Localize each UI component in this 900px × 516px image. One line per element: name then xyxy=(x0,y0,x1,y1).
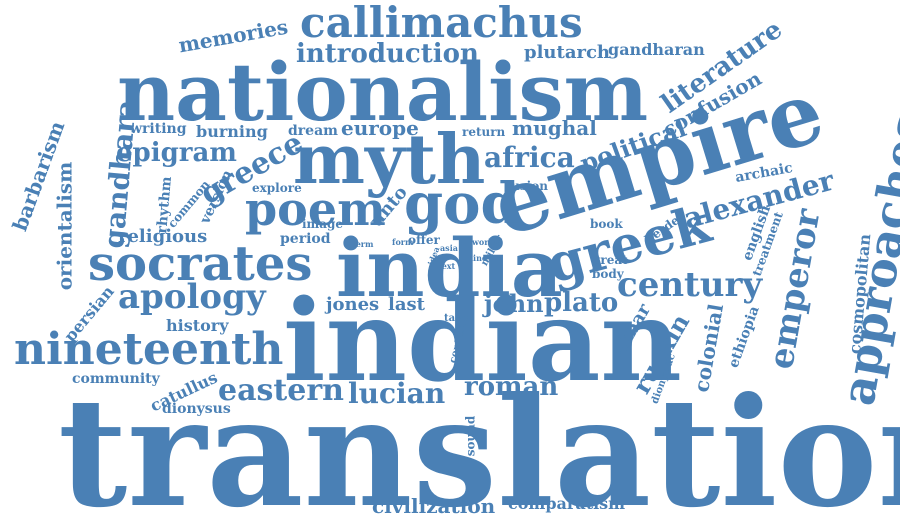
word-burning: burning xyxy=(196,122,268,141)
word-translation: translation xyxy=(58,365,900,516)
word-work: work xyxy=(472,237,494,247)
word-gandharan: gandharan xyxy=(608,40,705,59)
word-civilization: civilization xyxy=(372,494,496,516)
word-introduction: introduction xyxy=(296,39,479,69)
word-epigram: epigram xyxy=(116,138,237,168)
word-fusion: fusion xyxy=(506,179,548,193)
word-last: last xyxy=(388,294,425,315)
word-offer: offer xyxy=(408,233,440,247)
word-africa: africa xyxy=(484,141,575,174)
word-john: john xyxy=(484,289,544,318)
word-god: god xyxy=(404,171,520,237)
word-socrates: socrates xyxy=(88,236,313,292)
word-apology: apology xyxy=(118,277,266,317)
word-religious: religious xyxy=(118,226,208,247)
word-plato: plato xyxy=(544,288,619,318)
word-form: form xyxy=(392,237,414,247)
word-explore: explore xyxy=(252,181,302,195)
word-dionysus: dionysus xyxy=(162,401,231,417)
word-nineteenth: nineteenth xyxy=(14,324,284,375)
word-return: return xyxy=(462,125,506,139)
word-sound: sound xyxy=(463,415,478,457)
word-ethiopia: ethiopia xyxy=(725,304,763,370)
word-century: century xyxy=(617,265,763,305)
word-plutarch: plutarch xyxy=(524,42,611,63)
word-image: image xyxy=(302,217,344,231)
word-text: text xyxy=(438,261,456,271)
word-india: india xyxy=(336,221,563,315)
word-mughal: mughal xyxy=(512,116,597,140)
word-eastern: eastern xyxy=(218,373,344,408)
word-asia: asia xyxy=(440,243,458,253)
word-period: period xyxy=(280,231,331,247)
word-orientalism: orientalism xyxy=(52,161,77,291)
word-callimachus: callimachus xyxy=(300,0,583,47)
word-jones: jones xyxy=(326,294,380,315)
word-great: great xyxy=(592,253,628,267)
word-nationalism: nationalism xyxy=(117,45,649,139)
word-book: book xyxy=(590,217,623,231)
word-comparatism: comparatism xyxy=(508,494,626,513)
word-take: take xyxy=(444,313,469,324)
word-europe: europe xyxy=(341,116,419,140)
word-community: community xyxy=(72,371,160,387)
word-term: term xyxy=(352,239,374,249)
word-writing: writing xyxy=(130,121,187,137)
word-history: history xyxy=(166,316,229,335)
word-body: body xyxy=(592,267,624,281)
word-myth: myth xyxy=(293,120,486,200)
word-lucian: lucian xyxy=(348,377,446,410)
word-line: line xyxy=(470,253,487,263)
word-dream: dream xyxy=(288,123,338,139)
word-poem: poem xyxy=(245,182,386,236)
word-indian: indian xyxy=(283,276,682,407)
word-roman: roman xyxy=(464,372,559,402)
